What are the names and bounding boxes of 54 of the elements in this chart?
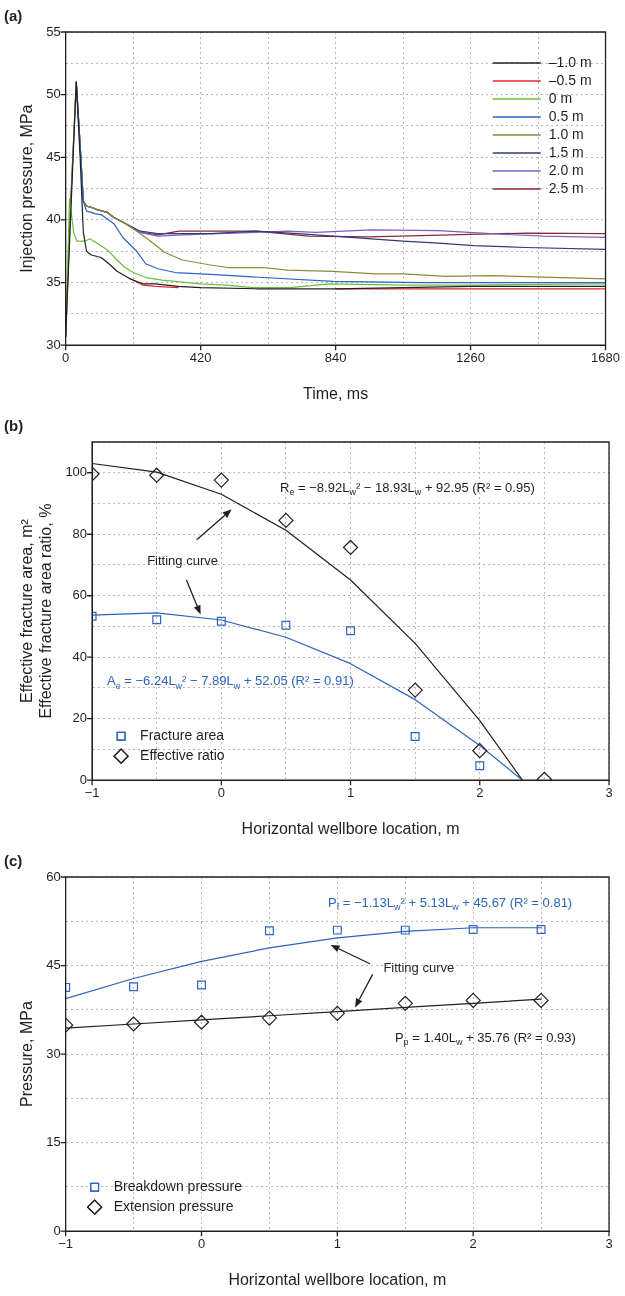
legend-label: –0.5 m — [548, 71, 592, 88]
y-tick-label: 45 — [46, 148, 61, 164]
y-tick-label: 20 — [72, 710, 88, 726]
x-tick-label: 1260 — [456, 349, 486, 365]
y-tick-label: 0 — [79, 771, 88, 787]
legend-label: 0 m — [548, 89, 573, 106]
legend-label: Breakdown pressure — [113, 1178, 243, 1195]
y-tick-label: 80 — [72, 525, 88, 541]
x-tick-label: −1 — [84, 784, 100, 800]
chart-title: (b) — [4, 417, 24, 435]
x-axis-title: Horizontal wellbore location, m — [228, 1270, 447, 1288]
y-tick-label: 45 — [46, 957, 61, 973]
annotation: Fitting curve — [383, 960, 455, 976]
x-axis-title: Time, ms — [303, 384, 369, 402]
x-tick-label: −1 — [58, 1235, 74, 1251]
x-tick-label: 1 — [333, 1235, 341, 1251]
x-tick-label: 420 — [189, 349, 212, 365]
y-axis-title: Injection pressure, MPa — [18, 104, 36, 273]
y-tick-label: 40 — [46, 211, 61, 227]
legend-label: 2.0 m — [548, 161, 584, 178]
legend-label: Effective ratio — [140, 747, 225, 764]
legend-label: 2.5 m — [548, 179, 584, 196]
y-tick-label: 50 — [46, 86, 61, 102]
chart-title: (a) — [4, 7, 23, 25]
y-tick-label: 55 — [46, 23, 61, 39]
x-tick-label: 3 — [605, 784, 613, 800]
x-axis-title: Horizontal wellbore location, m — [241, 819, 460, 837]
legend-label: Extension pressure — [113, 1198, 234, 1215]
annotation: Fitting curve — [147, 553, 218, 569]
x-tick-label: 2 — [469, 1235, 477, 1251]
y-tick-label: 30 — [46, 1045, 61, 1061]
legend-label: 1.0 m — [548, 125, 584, 142]
y-tick-label: 60 — [72, 587, 88, 603]
x-tick-label: 3 — [605, 1235, 613, 1251]
x-tick-label: 0 — [197, 1235, 206, 1251]
chart-title: (c) — [4, 852, 23, 870]
legend-label: 0.5 m — [548, 107, 584, 124]
x-tick-label: 0 — [217, 784, 225, 800]
legend-label: –1.0 m — [548, 53, 592, 70]
y-tick-label: 30 — [46, 336, 61, 352]
x-tick-label: 840 — [324, 349, 347, 365]
x-tick-label: 1 — [346, 784, 355, 800]
y-tick-label: 35 — [46, 274, 61, 290]
x-tick-label: 2 — [476, 784, 484, 800]
legend-label: Fracture area — [140, 727, 225, 744]
y-axis-title: Effective fracture area, m² Effective fracture area ratio, % — [18, 503, 55, 719]
x-tick-label: 1680 — [591, 349, 620, 365]
legend-label: 1.5 m — [548, 143, 584, 160]
y-tick-label: 15 — [46, 1134, 61, 1150]
y-tick-label: 100 — [65, 464, 88, 480]
y-tick-label: 60 — [46, 868, 61, 884]
y-tick-label: 40 — [72, 648, 88, 664]
y-tick-label: 0 — [53, 1222, 61, 1238]
y-axis-title: Pressure, MPa — [18, 1001, 36, 1108]
